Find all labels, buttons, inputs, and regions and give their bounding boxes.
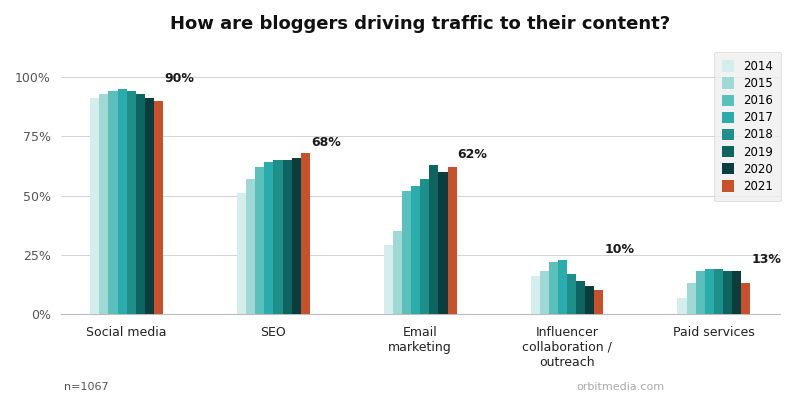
Bar bbox=[696, 272, 705, 314]
Title: How are bloggers driving traffic to their content?: How are bloggers driving traffic to thei… bbox=[170, 15, 670, 33]
Text: orbitmedia.com: orbitmedia.com bbox=[576, 382, 664, 392]
Bar bbox=[118, 89, 126, 314]
Bar bbox=[705, 269, 714, 314]
Bar bbox=[384, 245, 393, 314]
Bar bbox=[90, 98, 99, 314]
Text: 90%: 90% bbox=[164, 72, 194, 85]
Bar bbox=[136, 94, 145, 314]
Bar bbox=[274, 160, 282, 314]
Bar bbox=[732, 272, 741, 314]
Bar bbox=[411, 186, 420, 314]
Bar bbox=[549, 262, 558, 314]
Bar bbox=[430, 165, 438, 314]
Text: 13%: 13% bbox=[751, 252, 781, 266]
Bar bbox=[145, 98, 154, 314]
Bar bbox=[594, 290, 603, 314]
Text: n=1067: n=1067 bbox=[64, 382, 109, 392]
Bar bbox=[237, 193, 246, 314]
Bar bbox=[99, 94, 109, 314]
Bar bbox=[686, 283, 696, 314]
Bar bbox=[576, 281, 586, 314]
Bar bbox=[723, 272, 732, 314]
Bar bbox=[255, 167, 264, 314]
Text: 62%: 62% bbox=[458, 148, 487, 161]
Bar bbox=[292, 158, 301, 314]
Bar bbox=[246, 179, 255, 314]
Bar bbox=[126, 91, 136, 314]
Bar bbox=[402, 191, 411, 314]
Legend: 2014, 2015, 2016, 2017, 2018, 2019, 2020, 2021: 2014, 2015, 2016, 2017, 2018, 2019, 2020… bbox=[714, 52, 781, 201]
Bar bbox=[586, 286, 594, 314]
Bar bbox=[301, 153, 310, 314]
Bar bbox=[420, 179, 430, 314]
Bar bbox=[558, 260, 567, 314]
Text: 10%: 10% bbox=[604, 243, 634, 256]
Bar bbox=[264, 162, 274, 314]
Bar bbox=[282, 160, 292, 314]
Bar bbox=[741, 283, 750, 314]
Bar bbox=[714, 269, 723, 314]
Bar bbox=[438, 172, 447, 314]
Text: 68%: 68% bbox=[310, 136, 341, 149]
Bar bbox=[109, 91, 118, 314]
Bar bbox=[530, 276, 540, 314]
Bar bbox=[540, 272, 549, 314]
Bar bbox=[567, 274, 576, 314]
Bar bbox=[154, 101, 163, 314]
Bar bbox=[393, 231, 402, 314]
Bar bbox=[678, 298, 686, 314]
Bar bbox=[447, 167, 457, 314]
